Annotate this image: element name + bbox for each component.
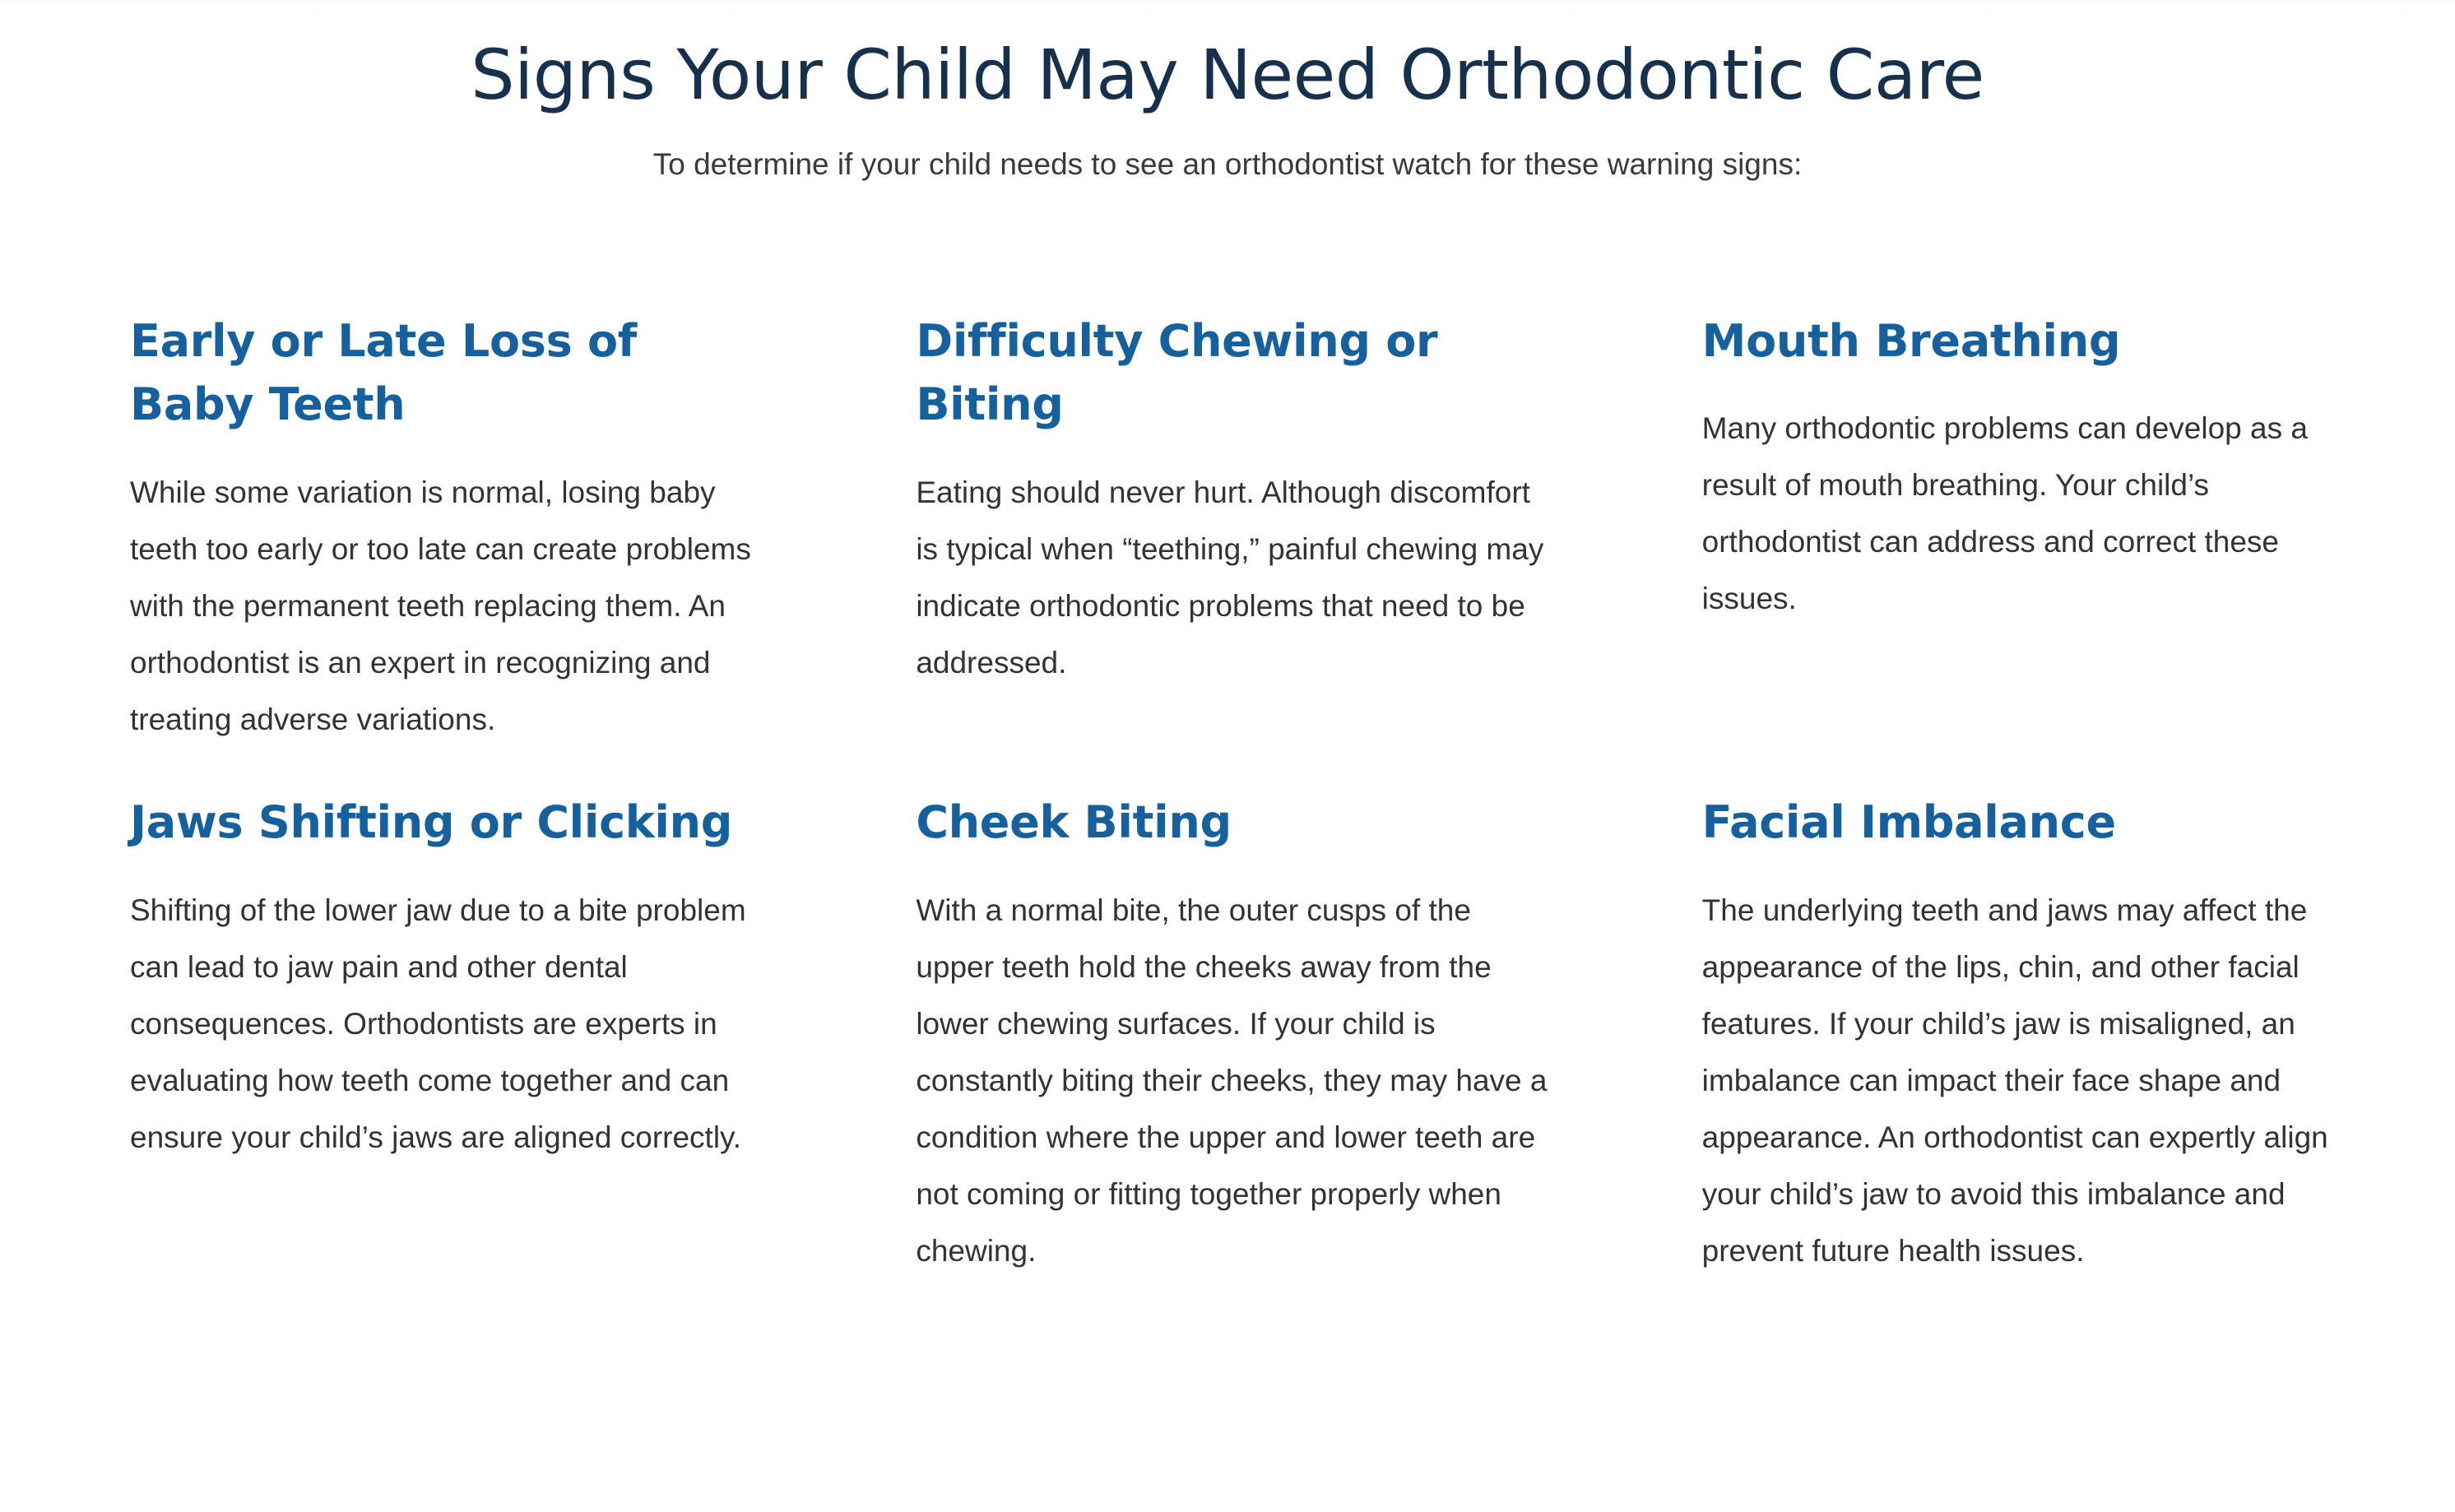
sign-card-body: Shifting of the lower jaw due to a bite … [130, 893, 746, 1154]
sign-card-heading: Cheek Biting [916, 796, 1232, 849]
signs-grid-row-1: Early or Late Loss of Baby Teeth While s… [0, 309, 2455, 749]
sign-card-body: Many orthodontic problems can develop as… [1701, 411, 2308, 616]
sign-card-heading: Mouth Breathing [1701, 314, 2121, 367]
signs-grid: Early or Late Loss of Baby Teeth While s… [0, 309, 2455, 1279]
sign-card-body: While some variation is normal, losing b… [130, 475, 751, 737]
sign-card-body: Eating should never hurt. Although disco… [916, 475, 1544, 680]
sign-card-cheek-biting: Cheek Biting With a normal bite, the out… [916, 791, 1547, 1279]
sign-card-body: With a normal bite, the outer cusps of t… [916, 893, 1548, 1268]
page-title: Signs Your Child May Need Orthodontic Ca… [471, 35, 1984, 115]
sign-card-early-or-late-loss-of-baby-teeth: Early or Late Loss of Baby Teeth While s… [130, 309, 761, 749]
signs-grid-row-2: Jaws Shifting or Clicking Shifting of th… [0, 791, 2455, 1279]
page-subtitle: To determine if your child needs to see … [652, 147, 1803, 182]
sign-card-heading: Difficulty Chewing or Biting [916, 314, 1438, 431]
sign-card-jaws-shifting-or-clicking: Jaws Shifting or Clicking Shifting of th… [130, 791, 761, 1166]
sign-card-heading: Facial Imbalance [1701, 796, 2116, 849]
sign-card-facial-imbalance: Facial Imbalance The underlying teeth an… [1702, 791, 2333, 1279]
sign-card-body: The underlying teeth and jaws may affect… [1701, 893, 2328, 1268]
page-header: Signs Your Child May Need Orthodontic Ca… [0, 5, 2455, 188]
sign-card-heading: Early or Late Loss of Baby Teeth [130, 314, 637, 431]
sign-card-difficulty-chewing-or-biting: Difficulty Chewing or Biting Eating shou… [916, 309, 1547, 692]
sign-card-heading: Jaws Shifting or Clicking [130, 796, 733, 849]
sign-card-mouth-breathing: Mouth Breathing Many orthodontic problem… [1702, 309, 2333, 628]
